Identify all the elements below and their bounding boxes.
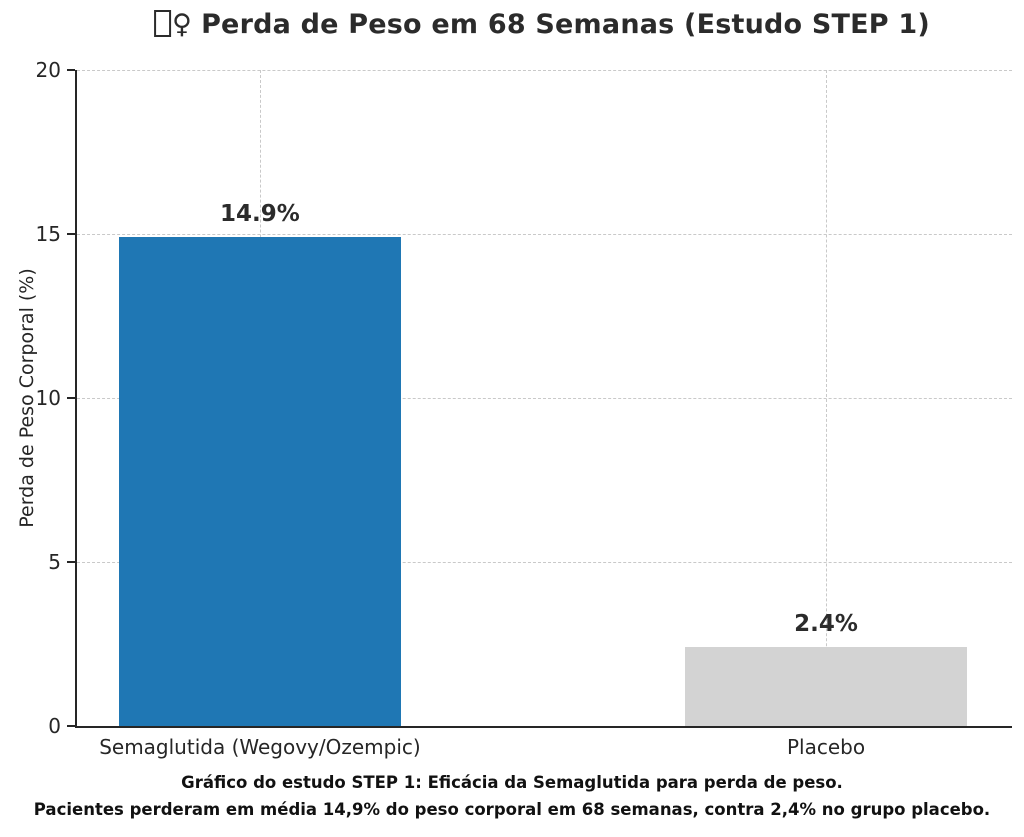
- y-tick-label: 5: [48, 550, 61, 574]
- y-tick-label: 10: [35, 386, 61, 410]
- caption-line-1: Gráfico do estudo STEP 1: Eficácia da Se…: [181, 773, 843, 792]
- y-tick-mark: [67, 561, 75, 563]
- chart-caption: Gráfico do estudo STEP 1: Eficácia da Se…: [7, 769, 1017, 823]
- category-label-placebo: Placebo: [786, 735, 866, 759]
- missing-glyph-box-icon: [154, 10, 172, 37]
- y-tick-label: 20: [35, 58, 61, 82]
- y-tick-label: 0: [48, 714, 61, 738]
- horizontal-gridline: [77, 562, 1012, 563]
- horizontal-gridline: [77, 70, 1012, 71]
- bar-semaglutida: [118, 237, 402, 726]
- y-tick-mark: [67, 725, 75, 727]
- y-tick-mark: [67, 397, 75, 399]
- category-label-semaglutida: Semaglutida (Wegovy/Ozempic): [99, 735, 421, 759]
- chart-title: ♀ Perda de Peso em 68 Semanas (Estudo STE…: [154, 9, 930, 40]
- value-label-semaglutida: 14.9%: [220, 201, 300, 228]
- bar-placebo: [684, 647, 968, 726]
- horizontal-gridline: [77, 398, 1012, 399]
- horizontal-gridline: [77, 234, 1012, 235]
- value-label-placebo: 2.4%: [794, 611, 858, 638]
- female-sign-icon: ♀: [172, 9, 193, 40]
- y-tick-mark: [67, 69, 75, 71]
- chart-title-text: Perda de Peso em 68 Semanas (Estudo STEP…: [201, 9, 930, 40]
- bar-group-placebo: 2.4% Placebo: [684, 70, 968, 759]
- y-tick-label: 15: [35, 222, 61, 246]
- caption-line-2: Pacientes perderam em média 14,9% do pes…: [33, 800, 991, 819]
- bar-group-semaglutida: 14.9% Semaglutida (Wegovy/Ozempic): [99, 70, 421, 759]
- y-tick-mark: [67, 233, 75, 235]
- plot-area: 14.9% Semaglutida (Wegovy/Ozempic) 2.4% …: [36, 60, 1012, 759]
